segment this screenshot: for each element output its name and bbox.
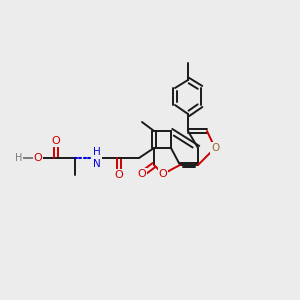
Text: O: O [34, 153, 42, 163]
Text: H
N: H N [93, 147, 101, 169]
Text: O: O [115, 170, 123, 180]
Text: O: O [211, 143, 219, 153]
Text: O: O [52, 136, 60, 146]
Text: O: O [159, 169, 167, 179]
Text: H: H [15, 153, 22, 163]
Text: O: O [138, 169, 146, 179]
